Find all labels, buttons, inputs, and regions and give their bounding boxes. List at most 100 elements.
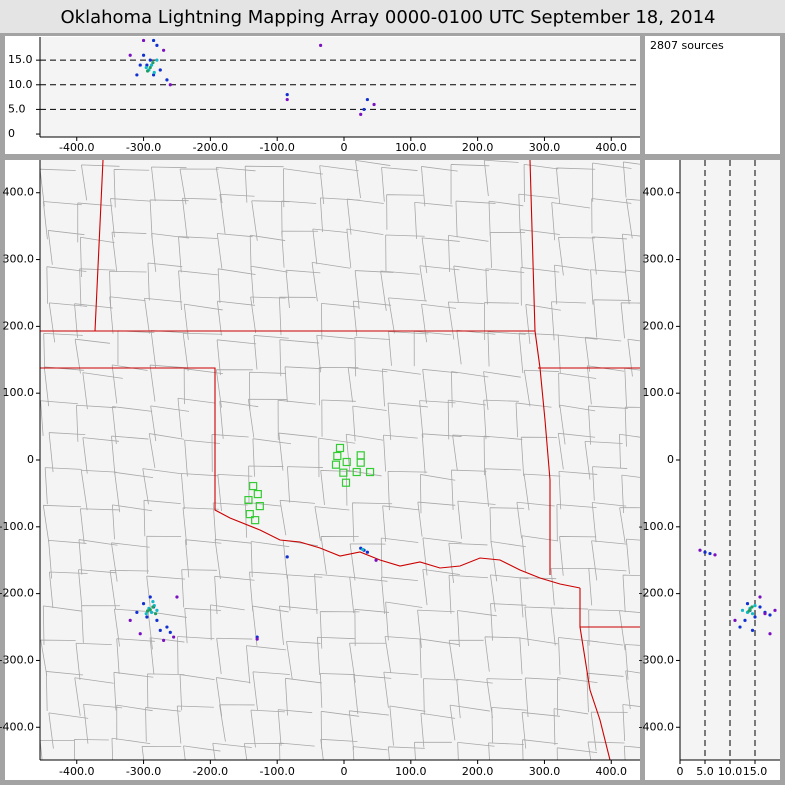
county-line [519, 637, 559, 675]
county-line [520, 267, 560, 306]
county-line [550, 607, 589, 646]
y-tick-label: 0 [8, 127, 15, 140]
lightning-source [155, 618, 159, 622]
state-border [40, 160, 640, 760]
county-line [320, 673, 356, 708]
county-line [109, 569, 149, 610]
county-line [76, 404, 116, 442]
county-line [591, 502, 627, 543]
x-tick-label: 400.0 [596, 141, 628, 154]
lightning-source [763, 612, 767, 616]
county-line [588, 609, 623, 646]
county-line [113, 671, 154, 711]
county-line [42, 504, 82, 543]
y-tick-label: 15.0 [8, 53, 33, 66]
county-line [40, 400, 78, 436]
county-line [216, 233, 253, 269]
county-line [285, 269, 321, 309]
county-line [182, 197, 217, 237]
county-line [518, 332, 559, 374]
lightning-source [758, 595, 762, 599]
y-tick-label: -300.0 [0, 653, 34, 666]
county-line [77, 202, 113, 243]
source-count: 2807 sources [650, 39, 724, 52]
county-line [558, 470, 598, 510]
lightning-source [365, 550, 369, 554]
county-line [143, 499, 181, 537]
y-tick-label: 10.0 [8, 78, 33, 91]
lightning-source [165, 78, 169, 82]
lightning-source [151, 605, 155, 609]
county-line [80, 469, 117, 511]
county-line [451, 371, 489, 408]
station [339, 468, 348, 477]
county-line [346, 198, 384, 235]
county-line [483, 399, 519, 440]
county-line [214, 575, 255, 615]
lightning-source [255, 637, 259, 641]
y-tick-label: -400.0 [639, 720, 674, 733]
county-line [587, 741, 625, 760]
county-line [449, 704, 490, 741]
county-line [587, 405, 628, 445]
county-line [111, 737, 151, 760]
station [341, 478, 351, 487]
top-plot-area [40, 37, 640, 137]
county-line [386, 194, 424, 230]
lightning-source [750, 612, 755, 616]
county-line [279, 605, 319, 645]
x-tick-label: -100.0 [259, 765, 294, 778]
county-line [149, 199, 189, 239]
county-line [551, 202, 591, 241]
lightning-source [753, 615, 757, 619]
county-line [312, 228, 348, 265]
county-line [151, 233, 190, 272]
county-line [525, 304, 561, 344]
county-line [184, 439, 220, 477]
county-line [556, 504, 597, 542]
county-line [491, 706, 527, 743]
county-line [48, 712, 89, 749]
station [333, 451, 342, 461]
county-line [180, 473, 219, 510]
lightning-source [740, 608, 745, 612]
county-line [484, 636, 521, 672]
county-line [483, 160, 519, 197]
county-line [591, 540, 627, 581]
county-line [387, 470, 428, 511]
county-line [419, 638, 460, 678]
county-line [252, 671, 290, 711]
county-line [75, 642, 112, 680]
county-line [47, 230, 85, 265]
county-line [383, 671, 419, 708]
lightning-source [138, 63, 142, 67]
county-line [314, 506, 350, 541]
county-line [211, 434, 249, 472]
county-line [558, 372, 597, 408]
station [253, 489, 262, 499]
county-line [141, 745, 182, 760]
county-line [626, 198, 640, 239]
county-line [619, 433, 640, 469]
county-line [457, 610, 497, 647]
county-line [249, 371, 287, 411]
lightning-source [148, 608, 152, 612]
county-line [215, 677, 251, 717]
county-line [219, 704, 255, 742]
county-line [245, 645, 286, 684]
county-line [214, 539, 252, 580]
county-line [347, 367, 388, 403]
county-line [250, 709, 285, 748]
county-line [40, 168, 76, 207]
lightning-source [135, 73, 139, 77]
county-line [450, 164, 490, 205]
county-line [413, 330, 452, 367]
lightning-source [151, 73, 156, 77]
lightning-source [165, 625, 169, 629]
lightning-source [149, 63, 154, 67]
station [365, 467, 375, 477]
lightning-source [155, 608, 159, 612]
lightning-source [361, 547, 365, 552]
county-line [183, 745, 221, 760]
county-line [346, 228, 384, 268]
